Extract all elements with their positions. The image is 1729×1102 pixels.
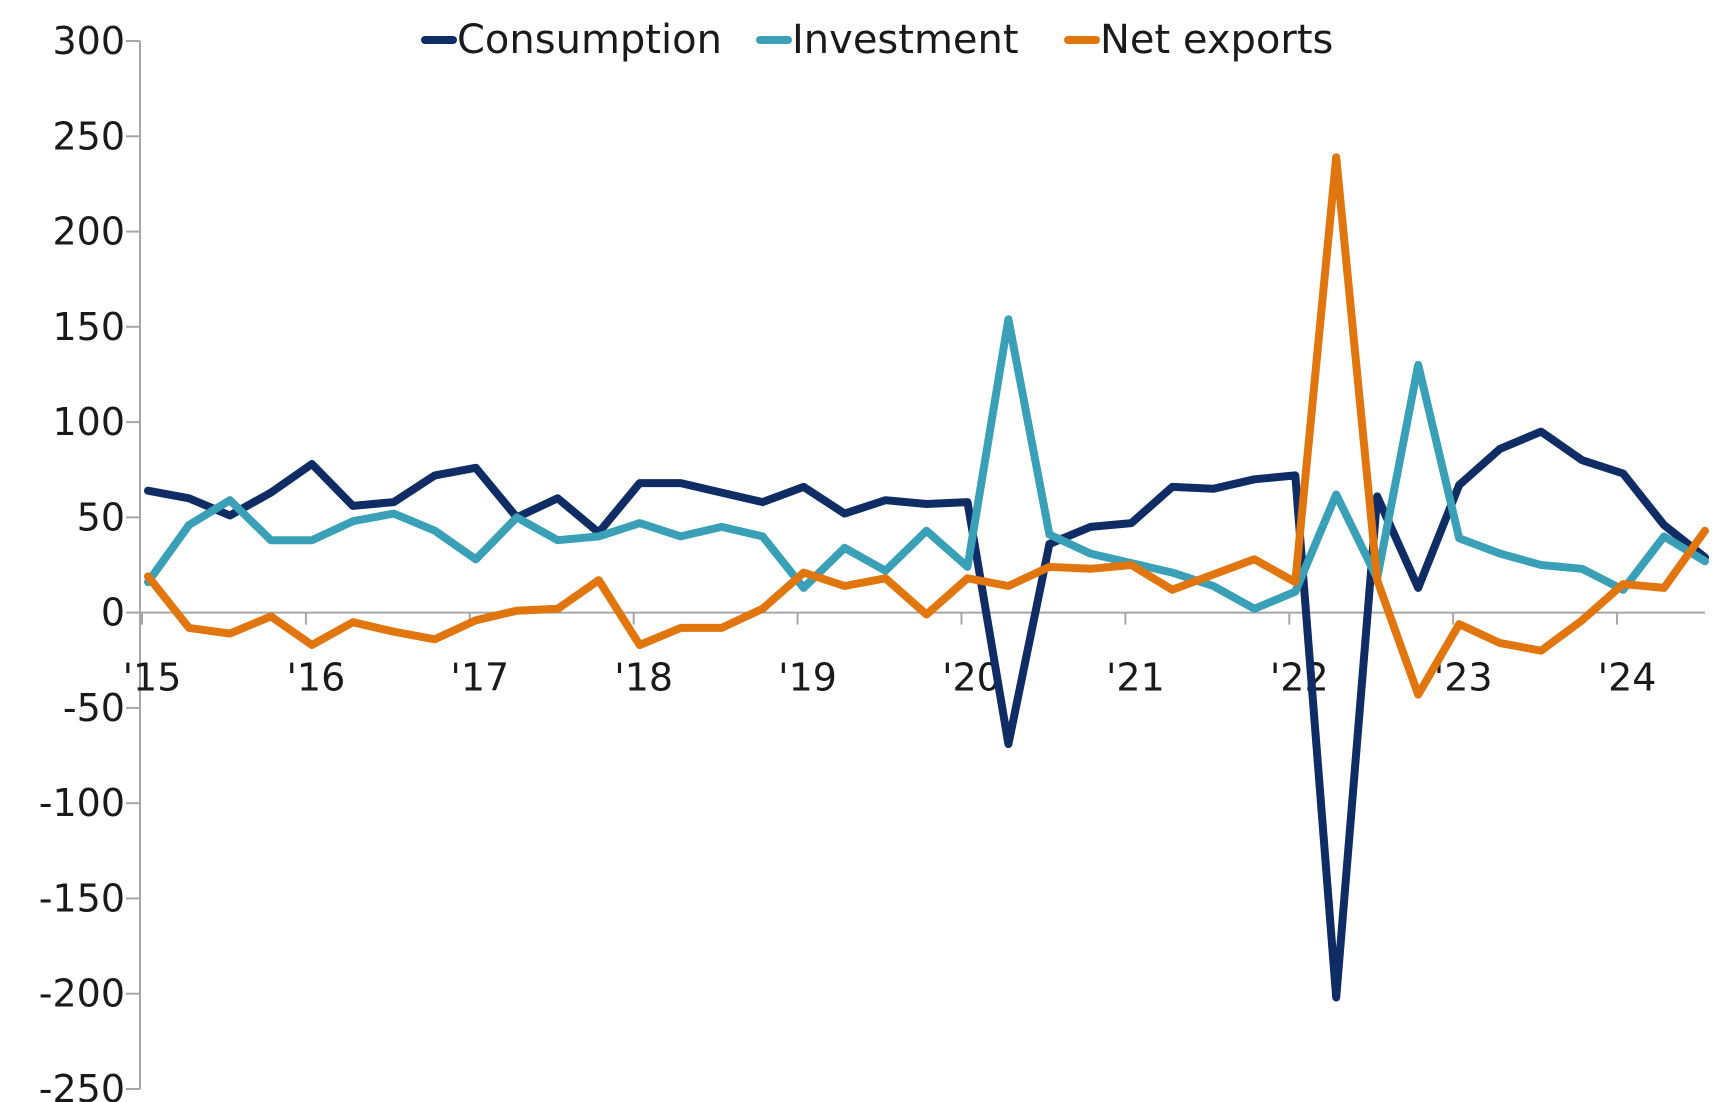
x-tick-label: '15 — [123, 656, 182, 700]
y-tick-label: 50 — [77, 495, 125, 539]
x-tick-label: '17 — [450, 656, 509, 700]
y-tick-label: 100 — [52, 400, 125, 444]
x-tick-label: '16 — [286, 656, 345, 700]
legend-label-consumption: Consumption — [457, 17, 722, 63]
y-tick-label: -150 — [39, 876, 125, 920]
x-tick-label: '23 — [1434, 656, 1493, 700]
y-tick-label: 250 — [52, 114, 125, 158]
x-tick-label: '21 — [1106, 656, 1165, 700]
y-tick-label: -200 — [39, 972, 125, 1016]
x-tick-label: '18 — [614, 656, 673, 700]
ticks: 300 250 200 150 100 50 0 -50 -100 -150 -200 -250 '15… — [39, 19, 1657, 1102]
y-tick-label: 300 — [52, 19, 125, 63]
x-tick-label: '24 — [1598, 656, 1657, 700]
y-tick-label: -100 — [39, 781, 125, 825]
x-tick-label: '22 — [1270, 656, 1329, 700]
y-tick-label: 0 — [101, 591, 125, 635]
y-tick-label: 150 — [52, 305, 125, 349]
y-tick-label: -50 — [63, 686, 125, 730]
series-lines — [144, 153, 1709, 1002]
legend-label-net-exports: Net exports — [1100, 17, 1333, 63]
legend-label-investment: Investment — [792, 17, 1019, 63]
axes — [139, 41, 1705, 1089]
series-line-consumption — [144, 427, 1709, 1002]
series-line-net-exports — [144, 153, 1709, 699]
y-tick-label: 200 — [52, 210, 125, 254]
y-tick-label: -250 — [39, 1067, 125, 1102]
series-line-investment — [144, 315, 1709, 613]
legend: Consumption Investment Net exports — [421, 17, 1333, 63]
x-tick-label: '19 — [778, 656, 837, 700]
